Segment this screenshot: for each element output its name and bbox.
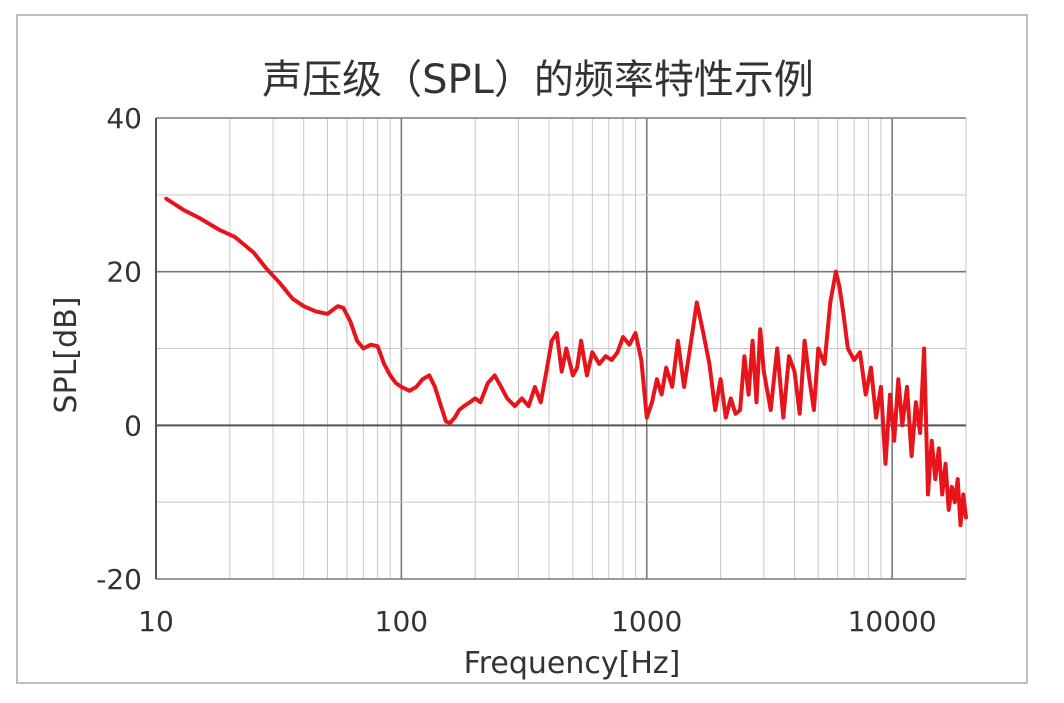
tick-labels: -20 0 20 40 10 100 1000 10000 [96,102,936,638]
spl-frequency-chart: 声压级（SPL）的频率特性示例 -20 0 20 40 10 100 1000 10000 F… [49,57,968,681]
y-tick-label: 40 [106,102,142,135]
y-tick-label: -20 [96,563,142,596]
y-tick-label: 0 [124,409,142,442]
y-axis-label: SPL[dB] [49,297,84,414]
y-tick-label: 20 [106,256,142,289]
x-tick-label: 10000 [848,605,937,638]
chart-title: 声压级（SPL）的频率特性示例 [262,57,814,103]
grid-lines [155,117,967,580]
x-tick-label: 100 [375,605,428,638]
series-line [164,196,968,528]
x-tick-label: 10 [138,605,174,638]
series-lines [164,196,968,528]
chart-frame: 声压级（SPL）的频率特性示例 -20 0 20 40 10 100 1000 10000 F… [16,14,1028,684]
x-tick-label: 1000 [611,605,682,638]
x-axis-label: Frequency[Hz] [464,646,681,681]
